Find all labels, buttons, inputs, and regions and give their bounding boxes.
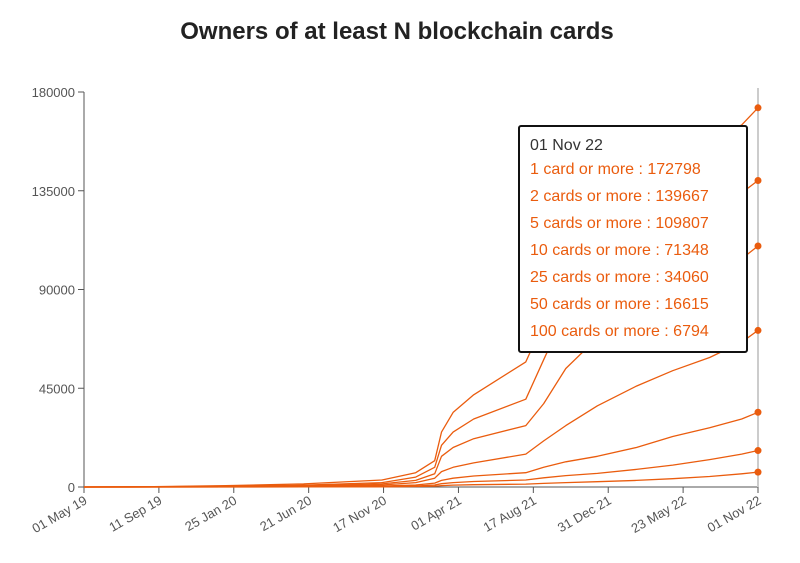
x-tick-label: 01 Apr 21	[408, 493, 464, 534]
series-endpoint[interactable]	[754, 242, 762, 250]
series-endpoint[interactable]	[754, 104, 762, 112]
y-tick-label: 90000	[39, 283, 75, 298]
x-tick-label: 11 Sep 19	[106, 493, 164, 535]
x-tick-label: 25 Jan 20	[182, 493, 239, 535]
tooltip-row: 2 cards or more : 139667	[530, 188, 709, 205]
x-tick-label: 31 Dec 21	[555, 493, 614, 536]
y-tick-label: 135000	[32, 184, 75, 199]
tooltip-row: 100 cards or more : 6794	[530, 323, 709, 340]
hover-tooltip: 01 Nov 22 1 card or more : 172798 2 cards…	[518, 125, 748, 353]
series-endpoint[interactable]	[754, 408, 762, 416]
y-tick-label: 45000	[39, 381, 75, 396]
tooltip-row: 50 cards or more : 16615	[530, 296, 709, 313]
tooltip-row: 1 card or more : 172798	[530, 161, 701, 178]
series-endpoint[interactable]	[754, 447, 762, 455]
series-endpoint[interactable]	[754, 468, 762, 476]
series-line[interactable]	[84, 471, 759, 488]
series-endpoint[interactable]	[754, 177, 762, 185]
tooltip-date: 01 Nov 22	[530, 137, 603, 154]
x-tick-label: 23 May 22	[629, 493, 689, 536]
y-tick-label: 180000	[32, 85, 75, 100]
x-tick-label: 21 Jun 20	[257, 493, 314, 535]
tooltip-row: 10 cards or more : 71348	[530, 242, 709, 259]
x-tick-label: 01 May 19	[29, 493, 89, 536]
series-line[interactable]	[84, 411, 759, 488]
x-tick-label: 17 Aug 21	[481, 493, 539, 535]
tooltip-row: 25 cards or more : 34060	[530, 269, 709, 286]
series-endpoint[interactable]	[754, 326, 762, 334]
tooltip-row: 5 cards or more : 109807	[530, 215, 709, 232]
x-tick-label: 01 Nov 22	[705, 493, 764, 536]
series-line[interactable]	[83, 329, 759, 488]
y-tick-label: 0	[68, 480, 75, 495]
x-tick-label: 17 Nov 20	[330, 493, 389, 536]
chart-title: Owners of at least N blockchain cards	[180, 18, 614, 45]
